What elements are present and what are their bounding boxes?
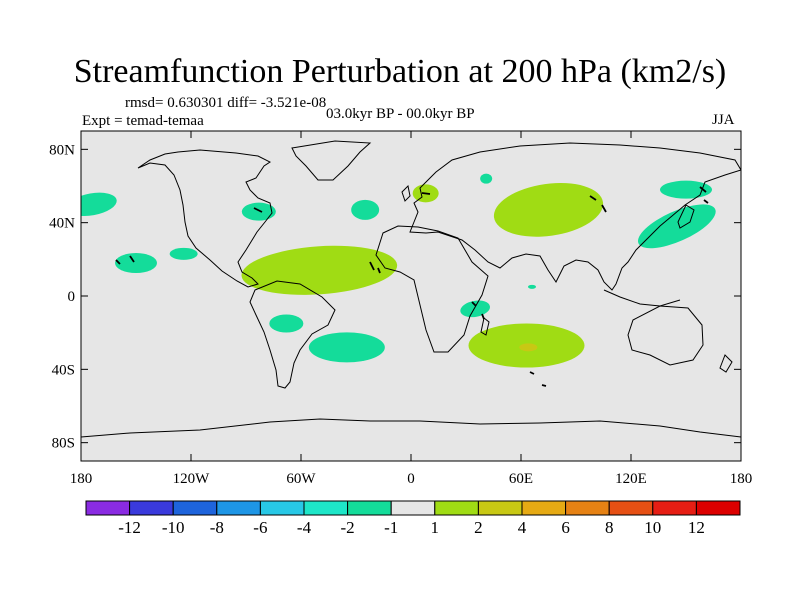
coastline-greenland (291, 140, 372, 181)
chart-title: Streamfunction Perturbation at 200 hPa (… (73, 53, 727, 90)
coastline-new-zealand (719, 354, 733, 373)
colorbar-box (390, 500, 436, 516)
colorbar-box (85, 500, 131, 516)
lon-tick-label: 180 (730, 471, 753, 487)
anomaly-central-asia-positive (493, 182, 604, 237)
colorbar-box (129, 500, 174, 516)
coastline-north-america (137, 149, 273, 288)
anomaly-northeast-asia-negative (660, 180, 712, 199)
anomaly-east-pacific-negative (115, 253, 157, 273)
colorbar-label: 8 (604, 518, 614, 537)
map-background (81, 131, 741, 461)
coastline-eurasia (409, 142, 741, 291)
anomaly-west-pacific-negative (637, 204, 716, 249)
coastline-africa (375, 225, 489, 353)
stats-line: rmsd= 0.630301 diff= -3.521e-08 (125, 95, 327, 111)
anomaly-south-atlantic-negative (308, 332, 385, 363)
colorbar-label: -2 (340, 518, 355, 537)
colorbar-box (565, 500, 610, 516)
colorbar-label: -6 (253, 518, 268, 537)
lat-tick-label: 40S (52, 362, 75, 378)
colorbar-label: 4 (517, 518, 527, 537)
colorbar-label: 12 (687, 518, 705, 537)
anomaly-mid-atlantic-negative (351, 199, 380, 220)
colorbar-box (347, 500, 392, 516)
coastline-south-america (249, 280, 336, 389)
anomaly-north-atlantic-positive (241, 245, 398, 295)
anomaly-great-lakes-negative (241, 202, 276, 221)
colorbar (85, 500, 741, 516)
anomaly-north-pacific-east-negative (81, 192, 117, 217)
experiment-label: Expt = temad-temaa (82, 113, 204, 129)
lon-tick-label: 120W (173, 471, 211, 487)
colorbar-label: -1 (384, 518, 399, 537)
colorbar-label: 6 (561, 518, 570, 537)
lon-tick-label: 60W (286, 471, 316, 487)
lon-tick-label: 60E (509, 471, 533, 487)
coastline-australia (627, 305, 704, 366)
colorbar-box (477, 500, 523, 516)
season-label: JJA (712, 112, 735, 128)
colorbar-box (259, 500, 305, 516)
coastline-indonesia (603, 289, 681, 307)
anomaly-south-indian-ocean-core (519, 343, 538, 352)
colorbar-label: -8 (209, 518, 224, 537)
coastline-japan (677, 204, 695, 229)
lat-tick-label: 0 (68, 289, 76, 305)
anomaly-africa-negative (460, 300, 491, 318)
axis-tick-labels: 80N 40N 0 40S 80S 180 120W 60W 0 60E 120E 180 (49, 142, 752, 487)
colorbar-label: -12 (118, 518, 141, 537)
colorbar-box (434, 500, 479, 516)
anomaly-arabian-sea-negative (528, 284, 536, 289)
axis-ticks (80, 131, 742, 461)
colorbar-box (303, 500, 349, 516)
colorbar-box (695, 500, 741, 516)
colorbar-label: -4 (296, 518, 312, 537)
anomaly-south-america-negative (269, 314, 304, 333)
colorbar-box (608, 500, 654, 516)
lat-tick-label: 40N (49, 216, 75, 232)
colorbar-box (652, 500, 697, 516)
colorbar-label: -10 (161, 518, 185, 537)
coastlines (81, 140, 741, 438)
coastline-detail-strokes (115, 186, 709, 387)
coastline-antarctica (81, 418, 741, 438)
lat-tick-label: 80N (49, 142, 75, 158)
lat-tick-label: 80S (52, 436, 75, 452)
colorbar-box (521, 500, 567, 516)
colorbar-label: 10 (644, 518, 662, 537)
lon-tick-label: 120E (615, 471, 647, 487)
colorbar-box (172, 500, 218, 516)
coastline-great-britain (401, 184, 411, 202)
anomaly-layer (81, 173, 716, 368)
colorbar-box (216, 500, 261, 516)
colorbar-label: 1 (430, 518, 440, 537)
lon-tick-label: 180 (70, 471, 93, 487)
anomaly-east-pacific-small-negative (169, 247, 198, 260)
colorbar-label: 2 (474, 518, 483, 537)
lon-tick-label: 0 (407, 471, 415, 487)
period-label: 03.0kyr BP - 00.0kyr BP (326, 106, 475, 122)
coastline-madagascar (480, 317, 490, 336)
anomaly-east-europe-negative (480, 173, 493, 184)
